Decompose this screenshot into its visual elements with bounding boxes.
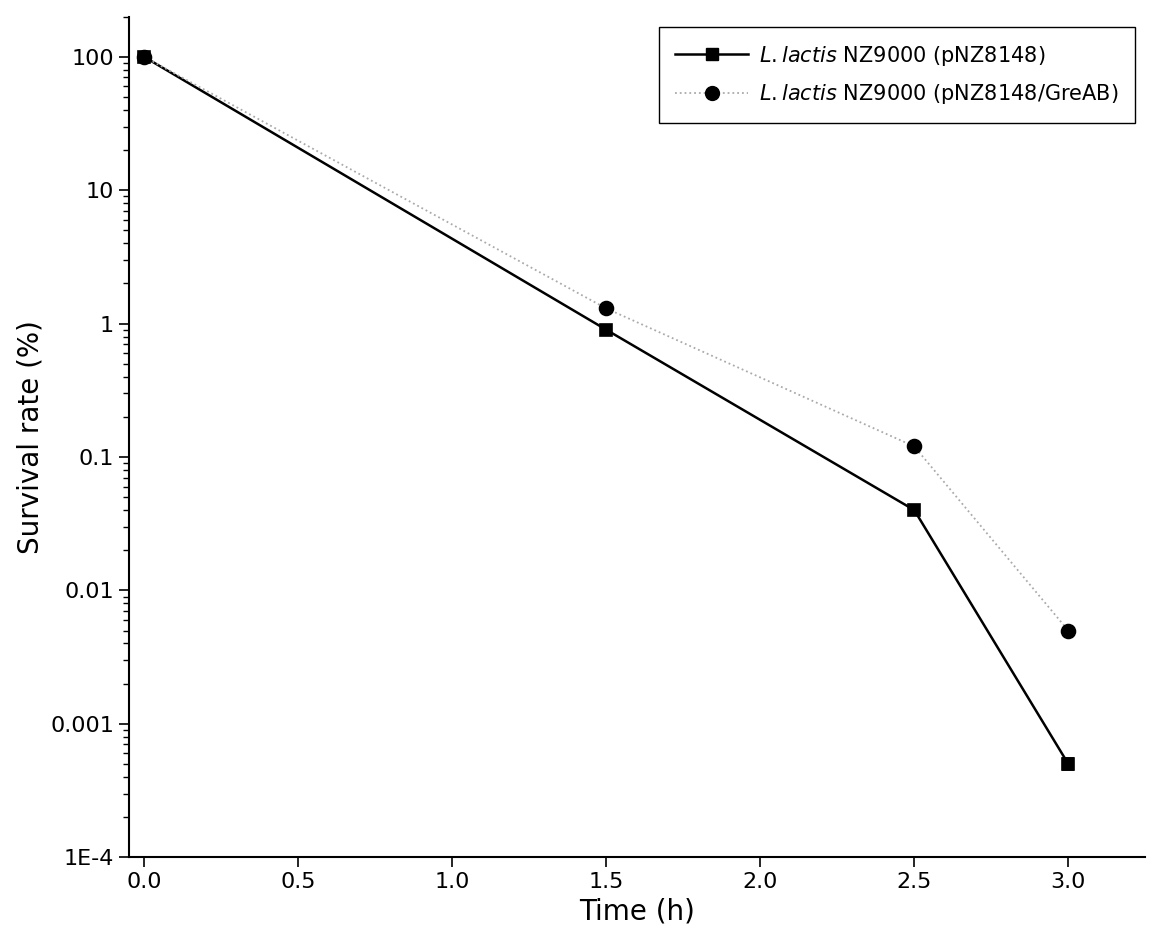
Y-axis label: Survival rate (%): Survival rate (%) (16, 320, 44, 554)
Legend: $\it{L.lactis}$ NZ9000 (pNZ8148), $\it{L.lactis}$ NZ9000 (pNZ8148/GreAB): $\it{L.lactis}$ NZ9000 (pNZ8148), $\it{L… (659, 27, 1135, 123)
X-axis label: Time (h): Time (h) (579, 898, 695, 925)
